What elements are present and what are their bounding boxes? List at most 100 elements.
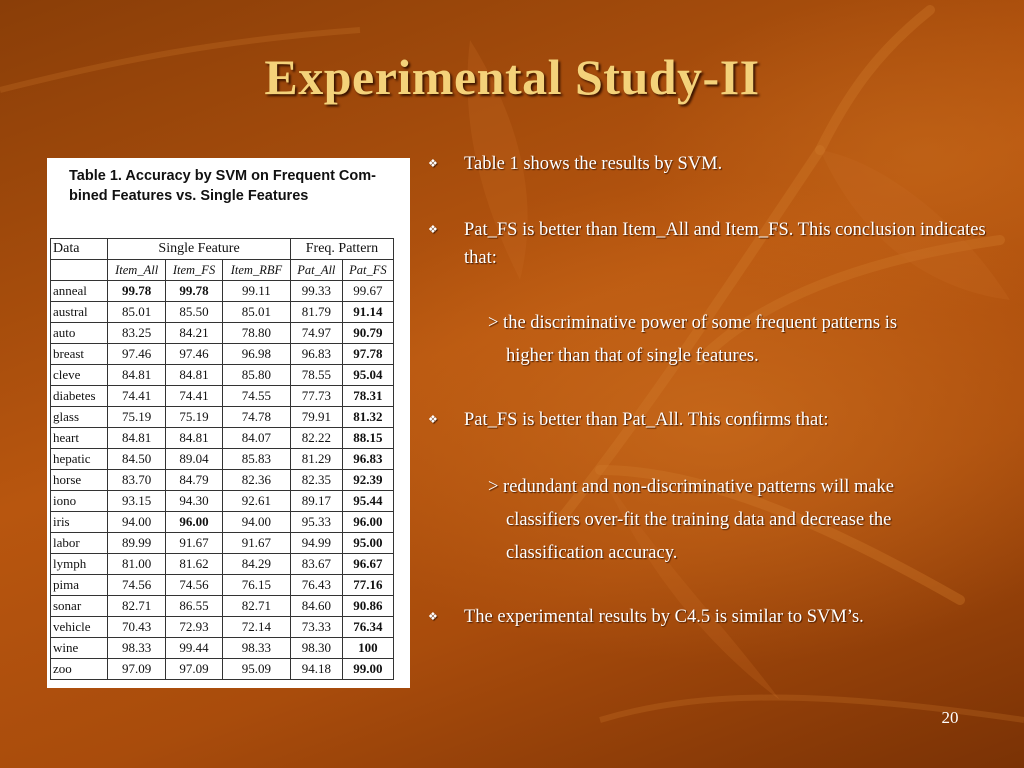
accuracy-cell: 98.33 [222,637,291,659]
accuracy-cell: 95.09 [222,658,291,680]
table-row: hepatic 84.50 89.04 85.83 81.29 96.83 [49,448,395,470]
accuracy-cell: 84.81 [107,427,167,449]
accuracy-cell: 99.67 [341,280,395,302]
bullet-text: The experimental results by C4.5 is simi… [464,607,864,627]
accuracy-cell: 78.80 [222,322,291,344]
dataset-name-cell: zoo [49,658,109,680]
accuracy-cell: 89.04 [165,448,224,470]
dataset-name-cell: glass [49,406,109,428]
accuracy-cell: 77.16 [341,574,395,596]
accuracy-cell: 85.01 [107,301,167,323]
accuracy-cell: 85.01 [222,301,291,323]
accuracy-cell: 96.00 [165,511,224,533]
table-row: zoo 97.09 97.09 95.09 94.18 99.00 [49,658,395,680]
accuracy-cell: 99.00 [341,658,395,680]
accuracy-cell: 100 [341,637,395,659]
accuracy-cell: 81.79 [289,301,343,323]
accuracy-cell: 94.18 [289,658,343,680]
diamond-bullet-icon: ❖ [428,224,438,236]
accuracy-cell: 76.34 [341,616,395,638]
accuracy-cell: 82.71 [222,595,291,617]
dataset-name-cell: breast [49,343,109,365]
accuracy-cell: 99.78 [165,280,224,302]
sub-point-line: > redundant and non-discriminative patte… [488,477,895,497]
dataset-name-cell: austral [49,301,109,323]
accuracy-cell: 74.78 [222,406,291,428]
accuracy-cell: 96.83 [289,343,343,365]
header-pat-all: Pat_All [289,259,343,281]
accuracy-cell: 73.33 [289,616,343,638]
accuracy-cell: 85.80 [222,364,291,386]
bullet-item: ❖ Table 1 shows the results by SVM. [428,150,1008,178]
accuracy-cell: 83.67 [289,553,343,575]
accuracy-cell: 72.14 [222,616,291,638]
accuracy-cell: 76.43 [289,574,343,596]
accuracy-cell: 96.00 [341,511,395,533]
dataset-name-cell: vehicle [49,616,109,638]
svm-accuracy-table: Data Single Feature Freq. Pattern Item_A… [49,238,395,680]
accuracy-cell: 95.44 [341,490,395,512]
accuracy-cell: 84.81 [165,364,224,386]
bullet-text: Pat_FS is better than Pat_All. This conf… [464,410,829,430]
table-row: lymph 81.00 81.62 84.29 83.67 96.67 [49,553,395,575]
accuracy-cell: 84.60 [289,595,343,617]
sub-point: > redundant and non-discriminative patte… [488,471,1008,570]
header-single-feature: Single Feature [107,238,291,260]
accuracy-cell: 97.78 [341,343,395,365]
accuracy-cell: 84.21 [165,322,224,344]
accuracy-cell: 74.56 [107,574,167,596]
table-body: anneal 99.78 99.78 99.11 99.33 99.67 austral 85… [49,280,395,680]
sub-point-line: classifiers over-fit the training data a… [506,510,892,530]
diamond-bullet-icon: ❖ [428,158,438,170]
accuracy-cell: 93.15 [107,490,167,512]
bullet-item: ❖ Pat_FS is better than Pat_All. This co… [428,406,1008,434]
accuracy-cell: 96.83 [341,448,395,470]
accuracy-cell: 95.00 [341,532,395,554]
dataset-name-cell: pima [49,574,109,596]
accuracy-cell: 99.44 [165,637,224,659]
accuracy-cell: 82.71 [107,595,167,617]
diamond-bullet-icon: ❖ [428,414,438,426]
dataset-name-cell: diabetes [49,385,109,407]
accuracy-cell: 94.99 [289,532,343,554]
sub-point-line: > the discriminative power of some frequ… [488,313,898,333]
diamond-bullet-icon: ❖ [428,611,438,623]
accuracy-cell: 89.99 [107,532,167,554]
header-item-all: Item_All [107,259,167,281]
accuracy-cell: 99.11 [222,280,291,302]
accuracy-cell: 89.17 [289,490,343,512]
dataset-name-cell: horse [49,469,109,491]
accuracy-cell: 79.91 [289,406,343,428]
dataset-name-cell: hepatic [49,448,109,470]
accuracy-cell: 99.78 [107,280,167,302]
dataset-name-cell: cleve [49,364,109,386]
table-row: sonar 82.71 86.55 82.71 84.60 90.86 [49,595,395,617]
accuracy-cell: 84.81 [107,364,167,386]
table-row: iris 94.00 96.00 94.00 95.33 96.00 [49,511,395,533]
header-item-fs: Item_FS [165,259,224,281]
accuracy-cell: 97.09 [107,658,167,680]
table-row: auto 83.25 84.21 78.80 74.97 90.79 [49,322,395,344]
accuracy-cell: 74.41 [165,385,224,407]
accuracy-cell: 92.39 [341,469,395,491]
accuracy-cell: 77.73 [289,385,343,407]
table-row: austral 85.01 85.50 85.01 81.79 91.14 [49,301,395,323]
accuracy-cell: 97.46 [165,343,224,365]
table-row: heart 84.81 84.81 84.07 82.22 88.15 [49,427,395,449]
table-row: glass 75.19 75.19 74.78 79.91 81.32 [49,406,395,428]
accuracy-cell: 88.15 [341,427,395,449]
accuracy-cell: 74.55 [222,385,291,407]
accuracy-cell: 91.67 [222,532,291,554]
dataset-name-cell: iono [49,490,109,512]
dataset-name-cell: iris [49,511,109,533]
accuracy-cell: 75.19 [165,406,224,428]
accuracy-cell: 81.00 [107,553,167,575]
table-row: anneal 99.78 99.78 99.11 99.33 99.67 [49,280,395,302]
table-caption: Table 1. Accuracy by SVM on Frequent Com… [69,168,376,204]
accuracy-cell: 82.22 [289,427,343,449]
accuracy-cell: 94.00 [222,511,291,533]
table-row: pima 74.56 74.56 76.15 76.43 77.16 [49,574,395,596]
header-pat-fs: Pat_FS [341,259,395,281]
bullet-text: Table 1 shows the results by SVM. [464,154,723,174]
